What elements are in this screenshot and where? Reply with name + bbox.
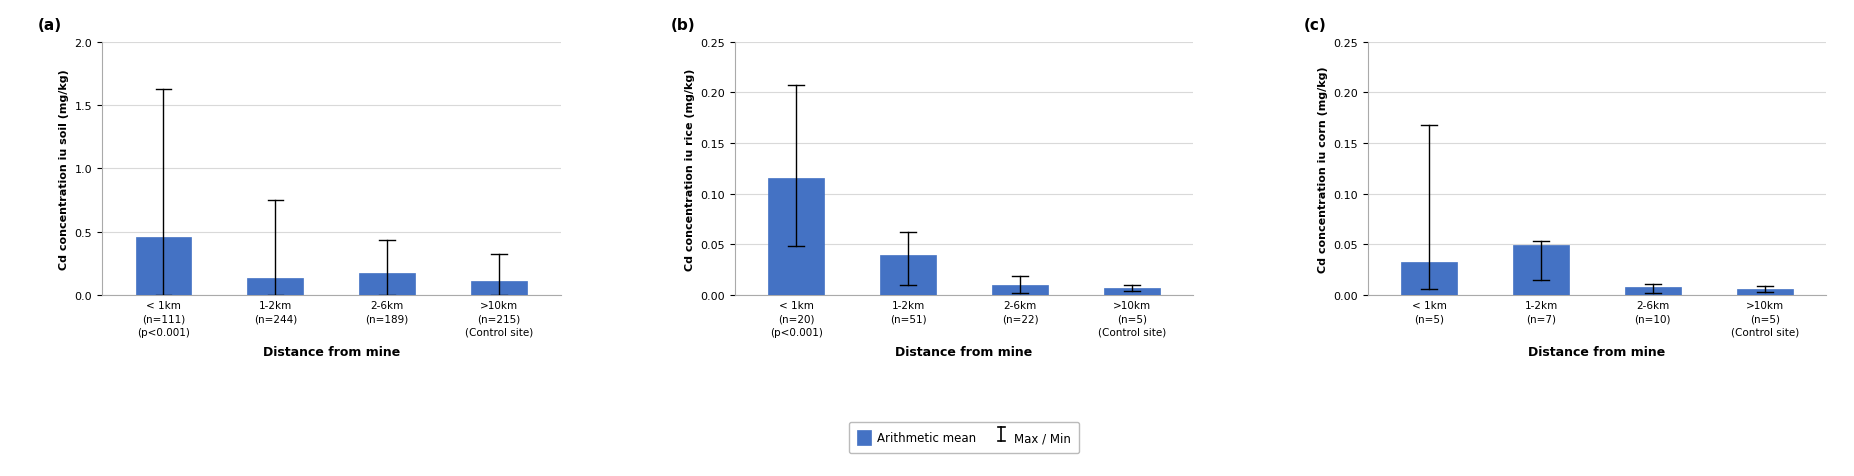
Bar [1402, 263, 1457, 295]
Y-axis label: Cd concentration iu corn (mg/kg): Cd concentration iu corn (mg/kg) [1318, 66, 1327, 272]
Bar [1737, 289, 1793, 295]
X-axis label: Distance from mine: Distance from mine [1528, 345, 1665, 358]
Legend: Arithmetic mean, Max / Min: Arithmetic mean, Max / Min [849, 422, 1079, 453]
X-axis label: Distance from mine: Distance from mine [895, 345, 1033, 358]
Text: (a): (a) [37, 18, 61, 33]
Bar [247, 279, 304, 295]
Bar [992, 285, 1048, 295]
Bar [360, 274, 415, 295]
Bar [881, 256, 936, 295]
Bar [471, 281, 527, 295]
X-axis label: Distance from mine: Distance from mine [263, 345, 400, 358]
Bar [1513, 246, 1568, 295]
Text: (c): (c) [1303, 18, 1326, 33]
Y-axis label: Cd concentration iu rice (mg/kg): Cd concentration iu rice (mg/kg) [684, 68, 695, 270]
Text: (b): (b) [671, 18, 695, 33]
Y-axis label: Cd concentration iu soil (mg/kg): Cd concentration iu soil (mg/kg) [59, 69, 69, 269]
Bar [768, 179, 825, 295]
Bar [135, 237, 191, 295]
Bar [1103, 288, 1161, 295]
Bar [1624, 287, 1682, 295]
